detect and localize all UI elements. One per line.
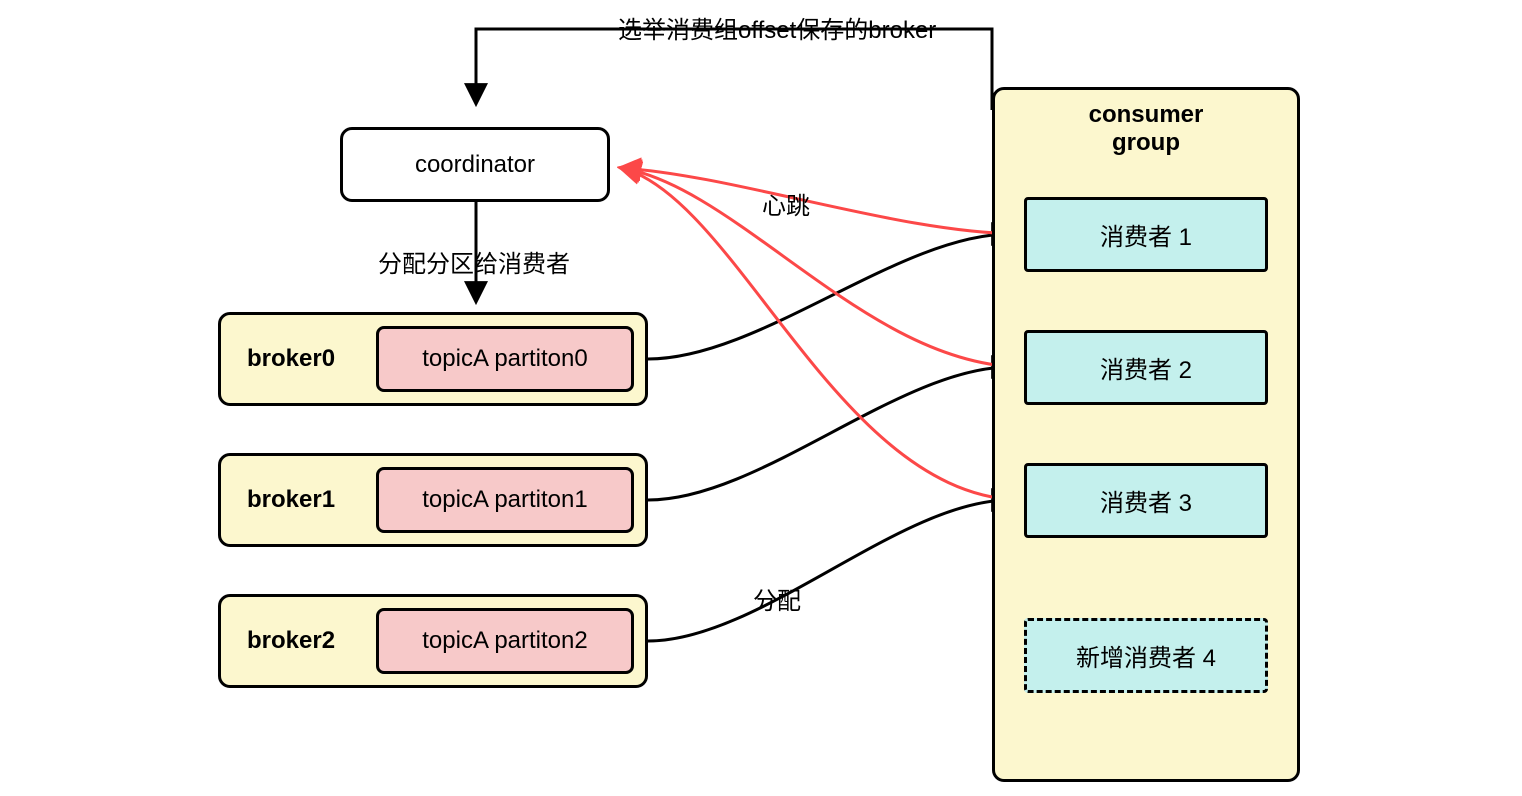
coordinator-label: coordinator <box>415 151 535 179</box>
partition-label: topicA partiton1 <box>422 486 587 514</box>
edge-label-assign: 分配 <box>753 581 801 616</box>
consumer-node-c2: 消费者 2 <box>1024 330 1268 405</box>
partition-label: topicA partiton0 <box>422 345 587 373</box>
consumer-node-c3: 消费者 3 <box>1024 463 1268 538</box>
consumer-node-c1: 消费者 1 <box>1024 197 1268 272</box>
coordinator-node: coordinator <box>340 127 610 202</box>
consumer-label: 消费者 1 <box>1100 217 1192 252</box>
consumer-group-title: consumergroup <box>992 101 1300 157</box>
edge-heartbeat-c3 <box>622 168 1024 500</box>
partition-label: topicA partiton2 <box>422 627 587 655</box>
consumer-label: 新增消费者 4 <box>1076 638 1216 673</box>
consumer-label: 消费者 3 <box>1100 483 1192 518</box>
broker-label: broker0 <box>247 345 335 373</box>
broker-label: broker1 <box>247 486 335 514</box>
edge-label-elect: 选举消费组offset保存的broker <box>618 10 936 45</box>
edge-label-assign-partitions: 分配分区给消费者 <box>378 244 570 279</box>
consumer-label: 消费者 2 <box>1100 350 1192 385</box>
edge-heartbeat-c2 <box>622 168 1024 367</box>
edge-p0-to-c1 <box>648 234 1010 359</box>
edge-label-heartbeat: 心跳 <box>762 186 810 221</box>
edge-p2-to-c3 <box>648 500 1010 641</box>
broker-label: broker2 <box>247 627 335 655</box>
edge-p1-to-c2 <box>648 367 1010 500</box>
consumer-node-c4: 新增消费者 4 <box>1024 618 1268 693</box>
partition-node-broker0: topicA partiton0 <box>376 326 634 392</box>
edge-heartbeat-c1 <box>622 168 1024 234</box>
partition-node-broker2: topicA partiton2 <box>376 608 634 674</box>
partition-node-broker1: topicA partiton1 <box>376 467 634 533</box>
